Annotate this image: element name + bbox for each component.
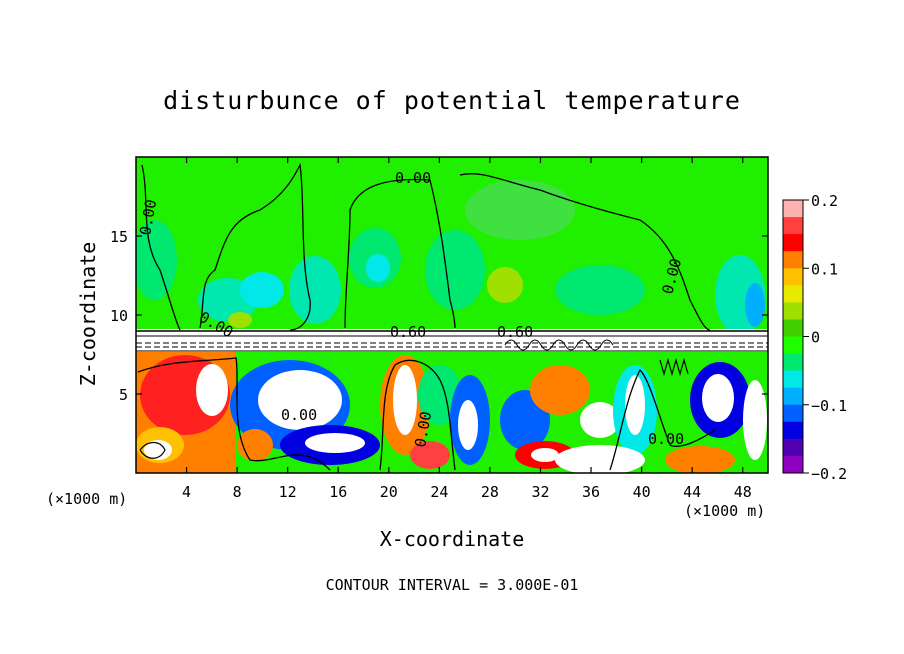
y-axis-label: Z-coordinate	[76, 241, 100, 387]
contour-line	[459, 173, 711, 331]
colorbar-tick-label: −0.1	[811, 397, 847, 415]
contour-label: 0.60	[497, 323, 533, 341]
contour-line	[137, 357, 331, 471]
contour-line	[139, 441, 166, 459]
lower-cold-core	[743, 380, 767, 460]
y-axis: 5 10 15	[110, 228, 768, 404]
x-axis: 4 8 12 16 20 24 28 32 36 40 44 48	[182, 157, 752, 501]
upper-cool-patch	[555, 265, 645, 315]
field-area	[136, 157, 768, 473]
x-tick-label: 24	[430, 483, 448, 501]
lower-warm-region	[530, 365, 590, 415]
contour-line	[344, 178, 456, 329]
colorbar-swatch	[783, 319, 803, 337]
y-tick-label: 10	[110, 307, 128, 325]
colorbar	[783, 200, 803, 474]
colorbar-swatch	[783, 438, 803, 457]
upper-cool-patch	[136, 220, 177, 300]
lower-cold-core	[555, 445, 645, 473]
lower-warm-core	[531, 448, 559, 462]
y-tick-label: 15	[110, 228, 128, 246]
contour-line	[504, 339, 614, 351]
x-axis-label: X-coordinate	[379, 527, 525, 551]
colorbar-swatch	[783, 370, 803, 389]
colorbar-tick-label: −0.2	[811, 465, 847, 483]
x-tick-label: 48	[734, 483, 752, 501]
lower-cold-core	[580, 402, 620, 438]
lower-cold-core	[305, 433, 365, 453]
contour-label: 0.00	[648, 430, 684, 448]
contour-line	[199, 162, 311, 331]
lower-warm-core	[196, 364, 228, 416]
colorbar-swatch	[783, 387, 803, 406]
colorbar-tick-label: 0.1	[811, 260, 838, 278]
lower-warm-core	[393, 365, 417, 435]
x-tick-label: 44	[683, 483, 701, 501]
contour-label: 0.00	[281, 406, 317, 424]
colorbar-swatch	[783, 285, 803, 303]
contour-label: 0.00	[395, 169, 431, 187]
x-tick-label: 28	[481, 483, 499, 501]
contour-label: 0.00	[136, 198, 160, 237]
lower-warm-region	[410, 441, 450, 469]
lower-warm-region	[665, 446, 735, 473]
lower-cold-core	[258, 370, 342, 430]
x-tick-label: 20	[380, 483, 398, 501]
colorbar-swatch	[783, 200, 803, 218]
upper-warm-patch	[228, 312, 252, 328]
y-tick-label: 5	[119, 386, 128, 404]
contour-line	[609, 368, 716, 471]
colorbar-swatch	[783, 302, 803, 320]
colorbar-tick-label: 0	[811, 329, 820, 347]
contour-interval-note: CONTOUR INTERVAL = 3.000E-01	[325, 576, 579, 594]
x-tick-label: 12	[279, 483, 297, 501]
contour-line	[141, 164, 181, 331]
x-tick-label: 32	[531, 483, 549, 501]
chart-title: disturbunce of potential temperature	[163, 86, 741, 115]
colorbar-swatch	[783, 455, 803, 474]
colorbar-axis: 0.2 0.1 0 −0.1 −0.2	[803, 192, 847, 483]
x-unit-label: (×1000 m)	[46, 490, 128, 508]
colorbar-swatch	[783, 353, 803, 372]
colorbar-swatch	[783, 217, 803, 235]
x-tick-label: 36	[582, 483, 600, 501]
x-tick-label: 4	[182, 483, 191, 501]
upper-cool-patch	[425, 230, 485, 310]
lower-warm-core	[144, 440, 172, 460]
lower-cold-core	[702, 374, 734, 422]
lower-cold-core	[458, 400, 478, 450]
contour-line	[659, 357, 689, 377]
x-tick-label: 8	[233, 483, 242, 501]
upper-cool-patch	[289, 256, 341, 324]
x-tick-label: 40	[633, 483, 651, 501]
contour-label: 0.00	[411, 410, 435, 449]
colorbar-swatch	[783, 336, 803, 355]
inversion-layer-band	[136, 329, 768, 352]
upper-cool-patch	[366, 254, 390, 282]
upper-cool-patch	[465, 180, 575, 240]
upper-cool-patch	[745, 283, 765, 327]
colorbar-swatch	[783, 421, 803, 440]
colorbar-tick-label: 0.2	[811, 192, 838, 210]
upper-warm-patch	[487, 267, 523, 303]
lower-warm-core	[625, 375, 645, 435]
contour-label: 0.60	[390, 323, 426, 341]
colorbar-swatch	[783, 234, 803, 252]
colorbar-swatch	[783, 268, 803, 286]
x-unit-label: (×1000 m)	[684, 502, 766, 520]
x-tick-label: 16	[329, 483, 347, 501]
colorbar-swatch	[783, 404, 803, 423]
upper-cool-patch	[240, 272, 284, 308]
contour-line	[379, 359, 456, 471]
colorbar-swatch	[783, 251, 803, 269]
